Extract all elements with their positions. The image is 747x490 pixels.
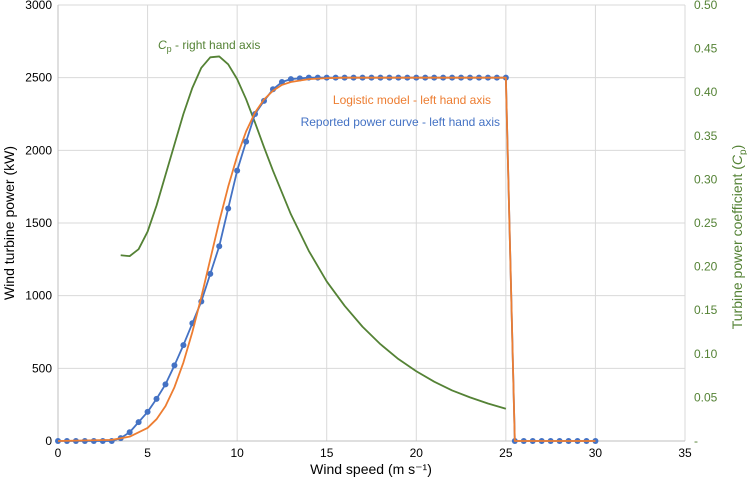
y2-tick-label: 0.20	[694, 260, 718, 274]
y-tick-label: 1500	[25, 216, 52, 230]
data-point-reported-power-curve	[162, 381, 169, 388]
series-layer	[55, 55, 599, 444]
grid	[58, 4, 686, 441]
y2-axis-label: Turbine power coefficient (Cp)	[729, 145, 747, 330]
x-tick-label: 25	[499, 446, 513, 460]
data-point-reported-power-curve	[225, 205, 232, 212]
data-point-reported-power-curve	[287, 76, 294, 83]
x-tick-label: 5	[144, 446, 151, 460]
y-tick-label: 2000	[25, 143, 52, 157]
data-point-reported-power-curve	[144, 408, 151, 415]
x-tick-label: 35	[678, 446, 692, 460]
y-tick-label: 1000	[25, 289, 52, 303]
y2-tick-label: 0.25	[694, 216, 718, 230]
series-line-cp	[120, 55, 507, 410]
x-tick-label: 20	[410, 446, 424, 460]
y2-axis-label-sym: C	[729, 154, 745, 165]
y2-tick-label: 0.40	[694, 85, 718, 99]
y2-tick-label: -	[694, 434, 698, 448]
y-tick-label: 2500	[25, 71, 52, 85]
y2-tick-label: 0.15	[694, 303, 718, 317]
y-tick-label: 500	[32, 361, 52, 375]
y-tick-label: 0	[45, 434, 52, 448]
y2-axis-label-sub: p	[738, 149, 747, 155]
data-point-reported-power-curve	[216, 243, 223, 250]
data-point-reported-power-curve	[171, 362, 178, 369]
x-tick-label: 30	[589, 446, 603, 460]
annotation-cp: Cp - right hand axis	[158, 38, 260, 54]
labels: Wind speed (m s⁻¹) Wind turbine power (k…	[1, 38, 747, 477]
annotation-cp-sym: C	[158, 38, 167, 52]
x-tick-label: 0	[55, 446, 62, 460]
annotation-reported: Reported power curve - left hand axis	[301, 115, 500, 129]
annotation-logistic: Logistic model - left hand axis	[333, 93, 491, 107]
y2-tick-label: 0.10	[694, 347, 718, 361]
data-point-reported-power-curve	[99, 438, 106, 444]
y2-axis-label-suffix: )	[729, 145, 745, 150]
y-tick-label: 3000	[25, 0, 52, 12]
annotation-cp-rest: - right hand axis	[172, 38, 261, 52]
data-point-reported-power-curve	[243, 138, 250, 145]
series-line-logistic-model	[57, 76, 596, 442]
y2-tick-label: 0.35	[694, 129, 718, 143]
y-axis-label: Wind turbine power (kW)	[1, 146, 17, 300]
y2-tick-label: 0.50	[694, 0, 718, 12]
data-point-reported-power-curve	[126, 429, 133, 436]
y2-tick-label: 0.45	[694, 42, 718, 56]
data-point-reported-power-curve	[207, 270, 214, 277]
x-axis-label: Wind speed (m s⁻¹)	[310, 461, 432, 477]
y2-tick-label: 0.30	[694, 172, 718, 186]
y2-axis-label-prefix: Turbine power coefficient (	[729, 165, 745, 330]
data-point-reported-power-curve	[135, 419, 142, 426]
data-point-reported-power-curve	[234, 167, 241, 174]
annotation-cp-sub: p	[167, 44, 172, 54]
axes: 0 5 10 15 20 25 30 35 0 500 1000 1500 2000 2500 3000 - 0…	[25, 0, 717, 460]
x-tick-label: 10	[230, 446, 244, 460]
data-point-reported-power-curve	[180, 342, 187, 349]
y2-tick-label: 0.05	[694, 390, 718, 404]
x-tick-label: 15	[320, 446, 334, 460]
data-point-reported-power-curve	[153, 395, 160, 402]
